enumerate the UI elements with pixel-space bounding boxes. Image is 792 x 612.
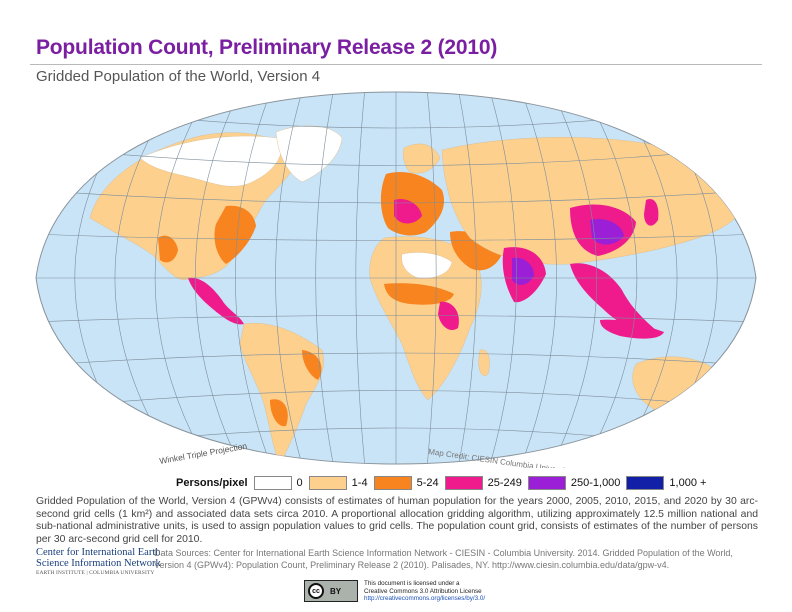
africa-sahel-dense: [384, 283, 454, 305]
ciesin-logo: Center for International Earth Science I…: [36, 547, 161, 577]
license-line1: This document is licensed under a: [364, 580, 460, 587]
legend-swatch: [444, 476, 483, 490]
license-text: This document is licensed under a Creati…: [364, 580, 485, 603]
map-description: Gridded Population of the World, Version…: [36, 496, 758, 545]
north-america-west-dense: [158, 235, 178, 263]
legend-item-1-4: 1-4: [308, 476, 368, 490]
legend-item-label: 1,000 +: [669, 477, 707, 489]
southeast-asia: [570, 263, 656, 331]
madagascar: [478, 349, 490, 376]
land-masses: [89, 125, 744, 464]
japan: [644, 198, 659, 226]
europe-dense: [394, 198, 422, 224]
legend-swatch: [626, 476, 665, 490]
asia: [441, 137, 743, 265]
meridian-line: [584, 92, 638, 464]
legend-item-label: 250-1,000: [570, 477, 621, 489]
australia-east-dense: [701, 385, 714, 405]
license-line2: Creative Commons 3.0 Attribution License: [364, 587, 482, 595]
legend-swatch: [253, 476, 292, 490]
legend-item-1000-plus: 1,000 +: [626, 476, 706, 490]
legend-item-label: 5-24: [416, 477, 439, 489]
by-icon: BY: [330, 586, 342, 596]
scandinavia: [403, 143, 441, 174]
legend-swatch: [373, 476, 412, 490]
legend-item-label: 25-249: [487, 477, 522, 489]
cc-license-badge[interactable]: cc BY: [304, 580, 358, 602]
org-name-line2: Science Information Network: [36, 558, 161, 569]
sahara-empty: [401, 252, 453, 279]
new-zealand: [734, 413, 744, 433]
meridian-line: [521, 92, 557, 464]
title-divider: [30, 64, 762, 65]
legend-item-0: 0: [253, 476, 303, 490]
legend-item-5-24: 5-24: [373, 476, 439, 490]
meridian-line: [552, 92, 598, 464]
legend-label: Persons/pixel: [176, 477, 248, 489]
parallel-line: [30, 88, 762, 91]
projection-label: Winkel Triple Projection: [159, 441, 248, 466]
legend: Persons/pixel 0 1-4 5-24 25-249 250-1,00…: [176, 474, 712, 492]
meridian-line: [275, 92, 303, 464]
meridian-line: [235, 92, 271, 464]
meridian-line: [427, 92, 437, 464]
world-population-map: Winkel Triple Projection Map Credit: CIE…: [30, 88, 762, 469]
map-subtitle: Gridded Population of the World, Version…: [36, 68, 321, 85]
south-america-south-dense: [270, 399, 288, 427]
meridian-line: [615, 92, 678, 464]
meridian-line: [489, 92, 517, 464]
org-affiliation: EARTH INSTITUTE | COLUMBIA UNIVERSITY: [36, 570, 155, 576]
org-name-line1: Center for International Earth: [36, 547, 161, 558]
south-america-coast-dense: [302, 350, 322, 380]
meridian-line: [114, 92, 177, 464]
parallel-line: [30, 466, 762, 469]
legend-swatch: [527, 476, 566, 490]
indonesia: [600, 319, 664, 339]
legend-item-25-249: 25-249: [444, 476, 522, 490]
south-america: [239, 323, 324, 464]
legend-item-250-1000: 250-1,000: [527, 476, 621, 490]
data-sources: Data Sources: Center for International E…: [154, 548, 733, 570]
north-america-east-dense: [214, 205, 256, 264]
meridian-line: [458, 92, 477, 464]
license-block: cc BY This document is licensed under a …: [304, 580, 485, 603]
meridian-line: [154, 92, 208, 464]
legend-item-label: 0: [296, 477, 303, 489]
cc-icon: cc: [308, 583, 324, 599]
legend-item-label: 1-4: [351, 477, 368, 489]
map-title: Population Count, Preliminary Release 2 …: [36, 36, 498, 59]
meridian-line: [315, 92, 334, 464]
meridian-line: [355, 92, 365, 464]
meridian-line: [194, 92, 240, 464]
license-link[interactable]: http://creativecommons.org/licenses/by/3…: [364, 595, 486, 603]
central-america: [188, 277, 244, 325]
legend-swatch: [308, 476, 347, 490]
